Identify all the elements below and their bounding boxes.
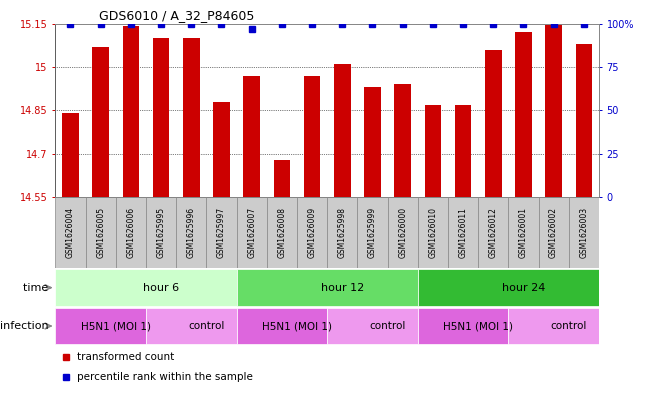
- Text: GSM1626011: GSM1626011: [458, 208, 467, 258]
- Text: GSM1626007: GSM1626007: [247, 207, 256, 258]
- Bar: [146, 308, 236, 344]
- Bar: [418, 308, 508, 344]
- Bar: [538, 197, 569, 268]
- Text: GSM1626012: GSM1626012: [489, 208, 498, 258]
- Bar: [183, 38, 200, 197]
- Text: control: control: [188, 321, 225, 331]
- Bar: [153, 38, 169, 197]
- Text: H5N1 (MOI 1): H5N1 (MOI 1): [81, 321, 151, 331]
- Text: GSM1625995: GSM1625995: [156, 207, 165, 258]
- Bar: [267, 197, 297, 268]
- Text: GSM1626002: GSM1626002: [549, 208, 558, 258]
- Text: GSM1626003: GSM1626003: [579, 207, 589, 258]
- Bar: [424, 105, 441, 197]
- Bar: [448, 197, 478, 268]
- Bar: [508, 197, 538, 268]
- Text: GSM1625999: GSM1625999: [368, 207, 377, 258]
- Bar: [273, 160, 290, 197]
- Bar: [206, 197, 236, 268]
- Bar: [395, 84, 411, 197]
- Bar: [297, 197, 327, 268]
- Bar: [55, 269, 236, 306]
- Text: percentile rank within the sample: percentile rank within the sample: [77, 372, 253, 382]
- Text: H5N1 (MOI 1): H5N1 (MOI 1): [262, 321, 332, 331]
- Bar: [418, 197, 448, 268]
- Bar: [55, 197, 85, 268]
- Text: GSM1626008: GSM1626008: [277, 208, 286, 258]
- Text: time: time: [23, 283, 52, 293]
- Bar: [454, 105, 471, 197]
- Bar: [575, 44, 592, 197]
- Text: GSM1625997: GSM1625997: [217, 207, 226, 258]
- Bar: [304, 76, 320, 197]
- Text: GSM1626000: GSM1626000: [398, 207, 407, 258]
- Text: hour 6: hour 6: [143, 283, 179, 293]
- Bar: [236, 308, 327, 344]
- Bar: [176, 197, 206, 268]
- Bar: [418, 269, 599, 306]
- Text: hour 24: hour 24: [502, 283, 545, 293]
- Text: infection: infection: [0, 321, 52, 331]
- Bar: [334, 64, 350, 197]
- Text: GSM1626004: GSM1626004: [66, 207, 75, 258]
- Bar: [357, 197, 387, 268]
- Text: GSM1626006: GSM1626006: [126, 207, 135, 258]
- Text: hour 12: hour 12: [320, 283, 364, 293]
- Text: control: control: [551, 321, 587, 331]
- Bar: [236, 269, 418, 306]
- Bar: [243, 76, 260, 197]
- Bar: [122, 26, 139, 197]
- Bar: [569, 197, 599, 268]
- Text: H5N1 (MOI 1): H5N1 (MOI 1): [443, 321, 513, 331]
- Bar: [146, 197, 176, 268]
- Bar: [213, 102, 230, 197]
- Text: GSM1625996: GSM1625996: [187, 207, 196, 258]
- Text: GSM1625998: GSM1625998: [338, 208, 347, 258]
- Bar: [515, 32, 532, 197]
- Bar: [508, 308, 599, 344]
- Bar: [364, 87, 381, 197]
- Bar: [92, 47, 109, 197]
- Bar: [327, 197, 357, 268]
- Bar: [546, 24, 562, 197]
- Bar: [485, 50, 501, 197]
- Bar: [62, 113, 79, 197]
- Text: control: control: [369, 321, 406, 331]
- Bar: [387, 197, 418, 268]
- Bar: [85, 197, 116, 268]
- Bar: [478, 197, 508, 268]
- Bar: [327, 308, 418, 344]
- Bar: [55, 308, 146, 344]
- Text: GDS6010 / A_32_P84605: GDS6010 / A_32_P84605: [99, 9, 254, 22]
- Text: GSM1626009: GSM1626009: [307, 207, 316, 258]
- Text: transformed count: transformed count: [77, 353, 174, 362]
- Text: GSM1626010: GSM1626010: [428, 208, 437, 258]
- Text: GSM1626001: GSM1626001: [519, 208, 528, 258]
- Text: GSM1626005: GSM1626005: [96, 207, 105, 258]
- Bar: [236, 197, 267, 268]
- Bar: [116, 197, 146, 268]
